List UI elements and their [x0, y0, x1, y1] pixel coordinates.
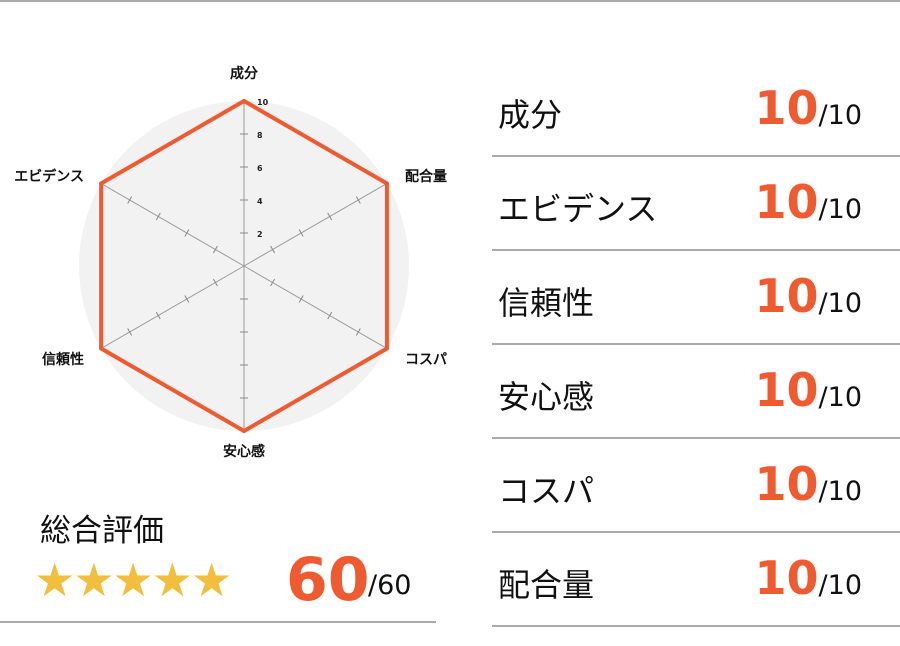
radar-tick — [155, 212, 161, 221]
total-score: 60 — [286, 545, 370, 615]
row-label: 信頼性 — [498, 284, 595, 322]
score-row: コスパ 10/10 — [492, 439, 900, 533]
tick-label: 6 — [257, 164, 263, 173]
row-value: 10 — [754, 457, 819, 511]
row-value: 10 — [754, 269, 819, 323]
row-value: 10 — [754, 81, 819, 135]
total-max: /60 — [368, 570, 412, 601]
row-label: 配合量 — [498, 566, 595, 604]
radar-tick — [155, 311, 161, 320]
score-row: 成分 10/10 — [492, 63, 900, 157]
star-rating: ★★★★★ — [34, 553, 232, 607]
radar-point — [384, 346, 389, 351]
divider — [0, 621, 436, 623]
score-row: 安心感 10/10 — [492, 345, 900, 439]
axis-label: 成分 — [230, 65, 258, 82]
radar-tick — [127, 196, 133, 204]
row-label: コスパ — [498, 472, 595, 510]
tick-label: 4 — [257, 197, 263, 206]
row-value: 10 — [754, 363, 819, 417]
tick-label: 8 — [257, 131, 263, 140]
radar-tick — [355, 328, 361, 336]
radar-tick — [298, 295, 304, 303]
top-divider — [0, 0, 900, 2]
radar-tick — [127, 328, 133, 336]
radar-tick — [184, 229, 190, 237]
row-max: /10 — [818, 288, 862, 319]
score-row: 配合量 10/10 — [492, 533, 900, 627]
row-value: 10 — [754, 551, 819, 605]
radar-point — [242, 99, 246, 103]
tick-label: 2 — [257, 230, 263, 239]
radar-tick — [298, 229, 304, 237]
axis-label: 安心感 — [223, 443, 265, 460]
axis-label: 配合量 — [405, 168, 447, 185]
radar-tick — [270, 245, 276, 254]
row-max: /10 — [818, 194, 862, 225]
row-label: 安心感 — [498, 378, 595, 416]
radar-tick — [355, 196, 361, 204]
tick-label: 10 — [257, 98, 269, 107]
axis-label: エビデンス — [14, 168, 84, 185]
radar-tick — [212, 278, 218, 287]
row-max: /10 — [818, 570, 862, 601]
radar-tick — [212, 245, 218, 254]
axis-label: 信頼性 — [42, 351, 84, 368]
radar-axis — [243, 265, 388, 349]
radar-axis — [243, 183, 388, 267]
score-row: エビデンス 10/10 — [492, 157, 900, 251]
radar-tick — [327, 212, 333, 221]
radar-tick — [184, 295, 190, 303]
radar-point — [99, 181, 104, 186]
radar-tick — [270, 278, 276, 287]
row-value: 10 — [754, 175, 819, 229]
radar-axis — [100, 265, 245, 349]
row-max: /10 — [818, 382, 862, 413]
total-label: 総合評価 — [40, 513, 164, 549]
radar-axis — [100, 183, 245, 267]
row-label: 成分 — [498, 96, 563, 134]
radar-point — [242, 429, 246, 433]
row-max: /10 — [818, 476, 862, 507]
row-max: /10 — [818, 100, 862, 131]
row-label: エビデンス — [498, 190, 658, 228]
radar-point — [99, 346, 104, 351]
score-list: 成分 10/10 エビデンス 10/10 信頼性 10/10 安心感 10/10 コスパ… — [492, 63, 900, 627]
score-row: 信頼性 10/10 — [492, 251, 900, 345]
radar-point — [384, 181, 389, 186]
axis-label: コスパ — [405, 352, 447, 368]
radar-tick — [327, 311, 333, 320]
